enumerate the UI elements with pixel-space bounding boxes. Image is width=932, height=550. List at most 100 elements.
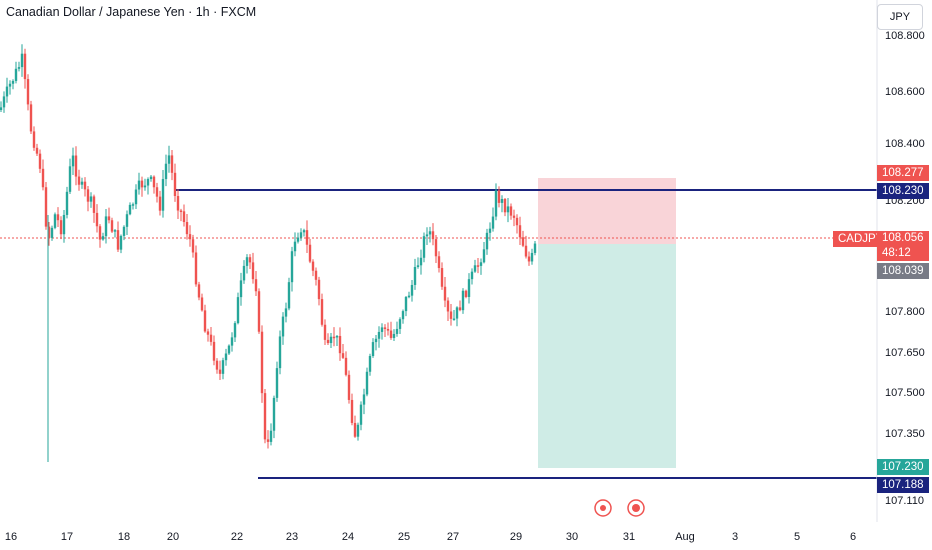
candle [416, 257, 420, 269]
candle [0, 101, 3, 113]
candle [200, 293, 204, 312]
candle [143, 178, 147, 191]
candle [35, 143, 39, 157]
candle [515, 214, 519, 234]
candle [26, 74, 30, 111]
x-axis: 16 17 18 20 22 23 24 25 27 29 30 31 Aug 3 5 6 [5, 531, 856, 543]
candles [0, 44, 537, 462]
candle [65, 186, 69, 219]
x-tick-label: 16 [5, 531, 17, 543]
candle [398, 317, 402, 335]
candle [365, 367, 369, 397]
candle [362, 388, 366, 415]
candle [401, 309, 405, 324]
candle [170, 149, 174, 181]
candle [23, 48, 27, 89]
currency-button[interactable]: JPY [877, 4, 923, 30]
x-tick-label: Aug [675, 531, 695, 543]
candle [74, 146, 78, 186]
candle [206, 328, 210, 342]
candle [2, 91, 6, 113]
candle [152, 175, 156, 194]
japan-event-icon[interactable] [627, 499, 645, 517]
x-tick-label: 24 [342, 531, 354, 543]
candle [389, 321, 393, 340]
candle [476, 257, 480, 274]
candle [275, 361, 279, 402]
candle [524, 235, 528, 259]
candle [179, 208, 183, 222]
candle [506, 197, 510, 223]
candle [509, 203, 513, 220]
x-tick-label: 6 [850, 531, 856, 543]
candle [434, 235, 438, 263]
candle [377, 326, 381, 348]
x-tick-label: 23 [286, 531, 298, 543]
y-tick-label: 107.650 [885, 347, 925, 359]
candle [527, 251, 531, 266]
candle [140, 176, 144, 197]
candle [350, 393, 354, 426]
candle [86, 185, 90, 212]
candle [407, 291, 411, 299]
candle [92, 194, 96, 223]
candle [320, 293, 324, 327]
candle [284, 302, 288, 323]
candle [431, 223, 435, 246]
candle [164, 154, 168, 187]
candle [5, 77, 9, 103]
candle [413, 258, 417, 290]
candle [227, 344, 231, 356]
candle [38, 149, 42, 173]
candle [512, 209, 516, 227]
resistance-price-label: 108.230 [877, 183, 929, 199]
candle [104, 209, 108, 244]
x-tick-label: 20 [167, 531, 179, 543]
candle [77, 169, 81, 191]
symbol-label: CADJPY [833, 231, 889, 247]
x-tick-label: 3 [732, 531, 738, 543]
y-tick-label: 107.350 [885, 428, 925, 440]
candle [518, 216, 522, 245]
candle [446, 297, 450, 322]
candle [302, 228, 306, 237]
candle [440, 262, 444, 290]
candle [242, 260, 246, 284]
candle [53, 212, 57, 230]
x-tick-label: 29 [510, 531, 522, 543]
candle [455, 306, 459, 327]
candle [422, 232, 426, 263]
candle [461, 288, 465, 314]
candle [467, 273, 471, 304]
candle [191, 234, 195, 258]
x-tick-label: 31 [623, 531, 635, 543]
x-tick-label: 17 [61, 531, 73, 543]
candle [530, 248, 534, 265]
candle [290, 246, 294, 292]
candle [308, 238, 312, 264]
candle [323, 319, 327, 346]
candle [329, 332, 333, 348]
candle [248, 254, 252, 270]
candle [425, 227, 429, 246]
candle [209, 327, 213, 346]
candle [14, 61, 18, 84]
candle [392, 329, 396, 341]
canada-event-icon[interactable] [594, 499, 612, 517]
candle [167, 145, 171, 173]
candle [47, 222, 51, 246]
candle [521, 230, 525, 248]
candle [338, 327, 342, 361]
candle [41, 159, 45, 191]
candle [257, 288, 261, 334]
candle [113, 228, 117, 238]
candle [173, 163, 177, 202]
candle [212, 335, 216, 366]
candle [314, 267, 318, 286]
candle [233, 321, 237, 343]
target-price-label: 107.230 [877, 459, 929, 475]
event-icons[interactable] [594, 499, 645, 517]
candle [59, 216, 63, 240]
support-price-label: 107.188 [877, 477, 929, 493]
